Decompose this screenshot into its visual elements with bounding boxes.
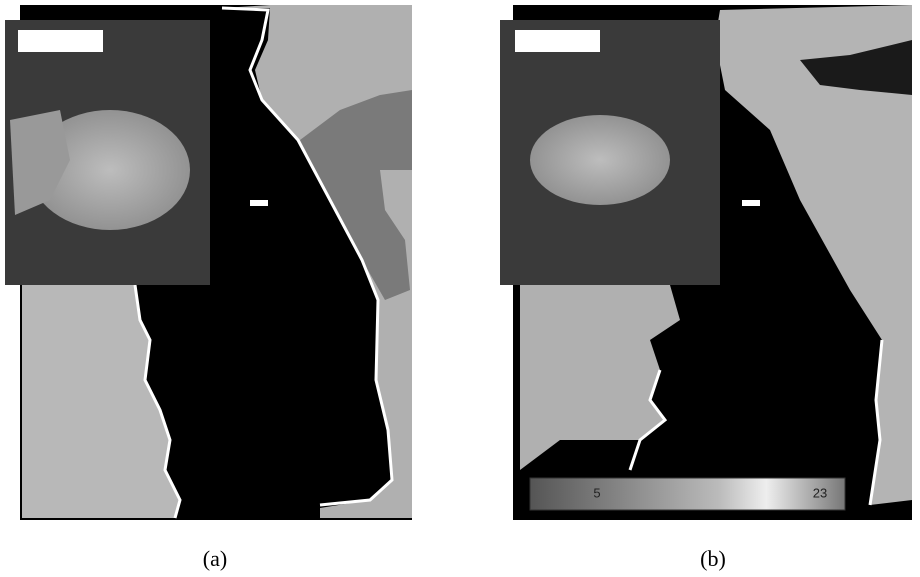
- figure: (a) 5 23 (b): [0, 0, 920, 577]
- panel-a: (a): [5, 5, 412, 571]
- panel-label: (b): [700, 546, 726, 571]
- inset-legend: [515, 30, 600, 52]
- inset-legend: [18, 30, 103, 52]
- colorbar: [530, 478, 845, 510]
- inset-sea: [530, 115, 670, 205]
- colorbar-label: 5: [593, 485, 600, 500]
- colorbar-label: 23: [813, 485, 827, 500]
- cloud-spot: [742, 200, 760, 206]
- panel-label: (a): [203, 546, 227, 571]
- panel-b: 5 23 (b): [500, 5, 912, 571]
- cloud-spot: [250, 200, 268, 206]
